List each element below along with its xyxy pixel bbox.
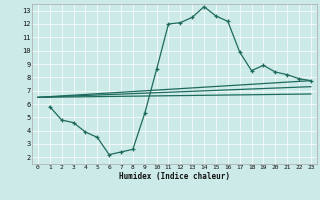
X-axis label: Humidex (Indice chaleur): Humidex (Indice chaleur) (119, 172, 230, 181)
